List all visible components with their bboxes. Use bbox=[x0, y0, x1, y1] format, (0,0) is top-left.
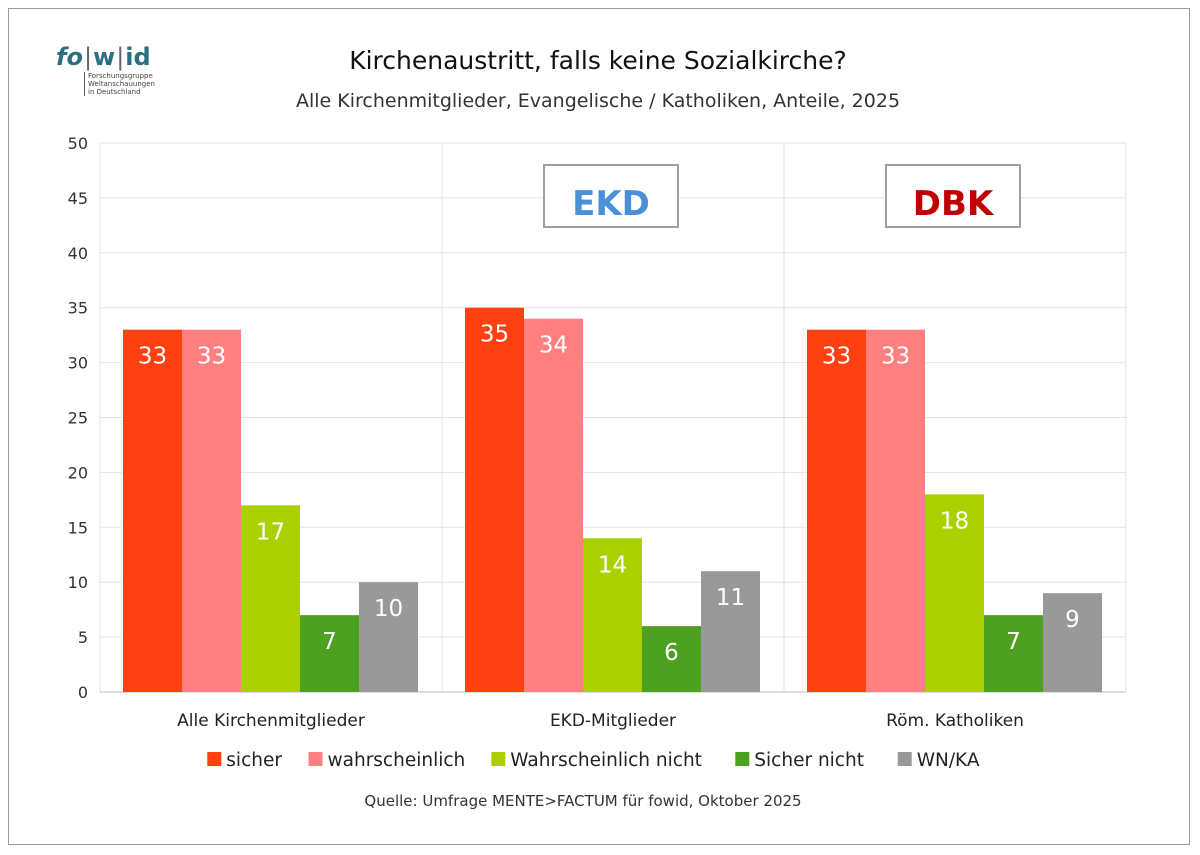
bar bbox=[984, 615, 1043, 692]
data-label: 33 bbox=[822, 344, 851, 370]
y-tick-label: 5 bbox=[78, 628, 88, 647]
bar bbox=[807, 329, 866, 692]
badge-box bbox=[543, 164, 679, 228]
data-label: 11 bbox=[716, 585, 745, 611]
y-tick-label: 25 bbox=[68, 409, 88, 428]
data-label: 7 bbox=[322, 629, 337, 655]
chart-title: Kirchenaustritt, falls keine Sozialkirch… bbox=[349, 46, 847, 75]
data-label: 17 bbox=[256, 519, 285, 545]
logo-wordmark: fo|w|id bbox=[56, 44, 156, 70]
y-tick-label: 20 bbox=[68, 463, 88, 482]
legend-label: Wahrscheinlich nicht bbox=[510, 750, 702, 771]
badge-label: DBK bbox=[913, 184, 995, 224]
bar bbox=[241, 505, 300, 692]
data-label: 9 bbox=[1065, 607, 1080, 633]
legend-swatch bbox=[897, 752, 912, 766]
y-tick-label: 30 bbox=[68, 354, 88, 373]
logo-word-a: fo bbox=[56, 43, 83, 71]
y-tick-label: 10 bbox=[68, 573, 88, 592]
data-label: 33 bbox=[197, 344, 226, 370]
data-label: 33 bbox=[138, 344, 167, 370]
source-note: Quelle: Umfrage MENTE>FACTUM für fowid, … bbox=[364, 792, 802, 810]
bar-chart: 0 5 10 15 20 25 30 35 40 45 50 33 33 17 7 10 Alle Kirche… bbox=[68, 134, 1127, 771]
legend-label: sicher bbox=[226, 750, 282, 771]
chart-frame bbox=[8, 8, 1190, 845]
data-label: 6 bbox=[664, 640, 679, 666]
y-tick-label: 0 bbox=[78, 683, 88, 702]
bar bbox=[465, 307, 524, 692]
chart-subtitle: Alle Kirchenmitglieder, Evangelische / K… bbox=[295, 90, 901, 112]
legend-swatch bbox=[491, 752, 506, 766]
logo-separator: | bbox=[116, 43, 125, 71]
data-label: 33 bbox=[881, 344, 910, 370]
bar bbox=[182, 329, 241, 692]
bar bbox=[866, 329, 925, 692]
logo-sub-line: in Deutschland bbox=[88, 88, 141, 96]
legend-label: WN/KA bbox=[917, 750, 980, 771]
data-label: 10 bbox=[374, 596, 403, 622]
x-tick-label: Röm. Katholiken bbox=[886, 711, 1024, 731]
data-label: 18 bbox=[940, 508, 969, 534]
logo-sub-line: Forschungsgruppe bbox=[88, 72, 153, 80]
bar bbox=[524, 318, 583, 692]
x-tick-label: Alle Kirchenmitglieder bbox=[177, 711, 365, 731]
legend-label: Sicher nicht bbox=[754, 750, 864, 771]
bar bbox=[642, 626, 701, 692]
y-tick-label: 35 bbox=[68, 299, 88, 318]
legend-swatch bbox=[735, 752, 750, 766]
legend-swatch bbox=[207, 752, 222, 766]
y-tick-label: 40 bbox=[68, 244, 88, 263]
data-label: 34 bbox=[539, 333, 568, 359]
data-label: 14 bbox=[598, 552, 627, 578]
bar bbox=[1043, 593, 1102, 692]
legend-swatch bbox=[308, 752, 323, 766]
logo-separator: | bbox=[83, 43, 93, 71]
badge-label: EKD bbox=[572, 184, 650, 224]
bar bbox=[359, 582, 418, 692]
data-label: 35 bbox=[480, 322, 509, 348]
y-tick-label: 50 bbox=[68, 134, 88, 153]
logo-word-b: w bbox=[93, 43, 116, 71]
bar bbox=[300, 615, 359, 692]
x-tick-label: EKD-Mitglieder bbox=[550, 711, 676, 731]
bar bbox=[701, 571, 760, 692]
bar bbox=[925, 494, 984, 692]
logo-word-c: id bbox=[125, 43, 151, 71]
bar bbox=[583, 538, 642, 692]
legend-label: wahrscheinlich bbox=[328, 750, 466, 771]
logo-subtitle: Forschungsgruppe Weltanschauungen in Deu… bbox=[84, 72, 155, 96]
fowid-logo: fo|w|id Forschungsgruppe Weltanschauunge… bbox=[56, 44, 156, 96]
y-tick-label: 45 bbox=[68, 189, 88, 208]
bar bbox=[123, 329, 182, 692]
badge-box bbox=[885, 164, 1021, 228]
logo-sub-line: Weltanschauungen bbox=[88, 80, 155, 88]
y-tick-label: 15 bbox=[68, 518, 88, 537]
data-label: 7 bbox=[1006, 629, 1021, 655]
